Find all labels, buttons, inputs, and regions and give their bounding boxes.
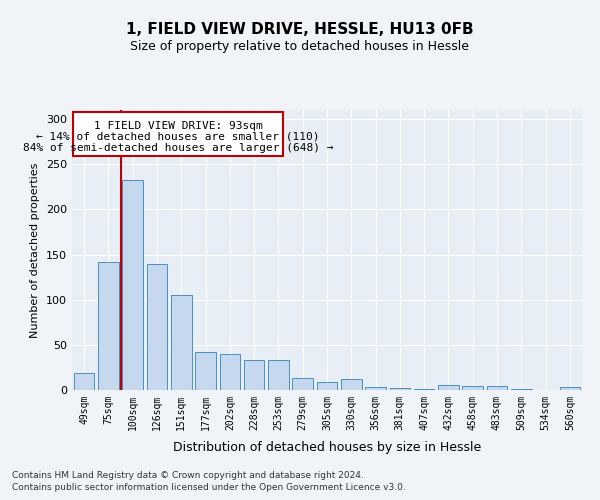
Bar (292, 378, 313, 390)
Bar (414, 389, 434, 390)
Text: 1, FIELD VIEW DRIVE, HESSLE, HU13 0FB: 1, FIELD VIEW DRIVE, HESSLE, HU13 0FB (126, 22, 474, 38)
Bar (98, 262, 119, 390)
Bar (511, 389, 532, 390)
Text: 1 FIELD VIEW DRIVE: 93sqm: 1 FIELD VIEW DRIVE: 93sqm (94, 121, 263, 131)
Text: 84% of semi-detached houses are larger (648) →: 84% of semi-detached houses are larger (… (23, 142, 334, 152)
Bar (73, 112, 283, 156)
Bar (365, 388, 386, 390)
Text: Size of property relative to detached houses in Hessle: Size of property relative to detached ho… (131, 40, 470, 53)
Bar (268, 360, 289, 390)
Text: Contains public sector information licensed under the Open Government Licence v3: Contains public sector information licen… (12, 483, 406, 492)
Bar (389, 388, 410, 390)
Bar (317, 382, 337, 390)
Bar (171, 295, 191, 390)
Bar (220, 354, 240, 390)
Bar (341, 379, 362, 390)
Bar (244, 360, 265, 390)
Bar (487, 386, 508, 390)
Bar (560, 388, 580, 390)
Bar (74, 373, 94, 390)
Bar (195, 352, 216, 390)
Y-axis label: Number of detached properties: Number of detached properties (31, 162, 40, 338)
X-axis label: Distribution of detached houses by size in Hessle: Distribution of detached houses by size … (173, 441, 481, 454)
Bar (463, 386, 483, 390)
Text: Contains HM Land Registry data © Crown copyright and database right 2024.: Contains HM Land Registry data © Crown c… (12, 470, 364, 480)
Bar (146, 264, 167, 390)
Text: ← 14% of detached houses are smaller (110): ← 14% of detached houses are smaller (11… (37, 132, 320, 141)
Bar (122, 180, 143, 390)
Bar (438, 386, 459, 390)
